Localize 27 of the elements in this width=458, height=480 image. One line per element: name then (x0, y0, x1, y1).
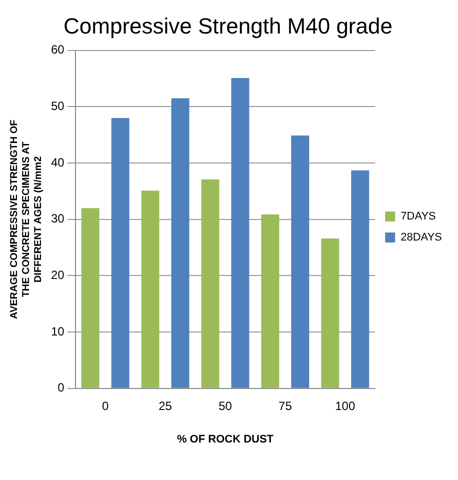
y-tick-label: 10 (50, 324, 65, 338)
x-tick-label: 0 (102, 398, 109, 413)
bar (81, 208, 100, 388)
bar (231, 78, 250, 388)
x-tick-label: 50 (218, 398, 232, 413)
y-tick-label: 20 (50, 268, 65, 282)
bar (141, 190, 160, 388)
y-tick-label: 0 (58, 380, 65, 395)
y-axis-title: AVERAGE COMPRESSIVE STRENGTH OF THE CONCRETE SPECIMENS AT DIFFERENT AGES (N/mm2 (8, 120, 44, 320)
legend-label: 28DAYS (400, 232, 442, 244)
bar (321, 238, 340, 388)
y-tick-label: 40 (50, 155, 65, 170)
x-axis-title: % OF ROCK DUST (176, 433, 274, 446)
x-tick-label: 75 (278, 398, 292, 413)
bar (351, 170, 370, 388)
bar (201, 179, 220, 388)
y-tick-label: 60 (50, 42, 65, 57)
chart-title: Compressive Strength M40 grade (64, 13, 392, 38)
legend-label: 7DAYS (400, 210, 436, 223)
x-tick-label: 25 (158, 398, 172, 413)
bar (261, 214, 280, 388)
x-tick-label: 100 (335, 398, 356, 413)
y-tick-label: 50 (50, 99, 65, 114)
y-tick-label: 30 (50, 212, 65, 226)
bar (111, 118, 130, 388)
bar (291, 135, 310, 388)
bar (171, 98, 190, 388)
